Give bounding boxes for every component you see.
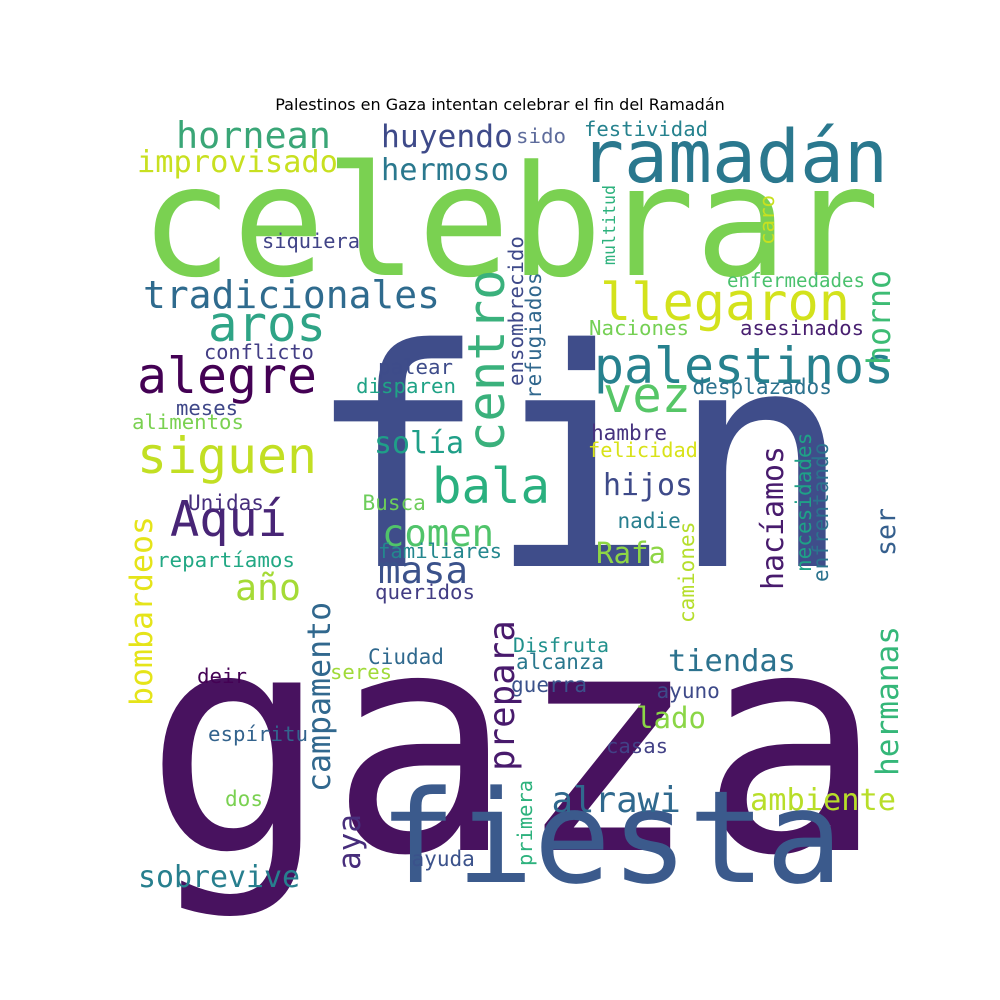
word-unidas: Unidas bbox=[188, 489, 264, 515]
word-espiritu: espíritu bbox=[208, 721, 308, 746]
word-solia: solía bbox=[374, 426, 464, 461]
word-ambiente: ambiente bbox=[750, 783, 896, 818]
word-ser: ser bbox=[870, 507, 902, 556]
word-casas: casas bbox=[606, 733, 668, 758]
word-enfrentando: enfrentando bbox=[807, 442, 833, 582]
word-improvisado: improvisado bbox=[137, 145, 338, 180]
word-asesinados: asesinados bbox=[740, 315, 864, 340]
word-ayuno: ayuno bbox=[656, 677, 720, 703]
word-multitud: multitud bbox=[599, 185, 619, 265]
word-hambre: hambre bbox=[591, 419, 668, 445]
word-alegre: alegre bbox=[137, 346, 317, 405]
word-guerra: guerra bbox=[511, 671, 588, 697]
word-rafa: Rafa bbox=[596, 535, 666, 570]
word-familiares: familiares bbox=[378, 538, 502, 563]
word-enfermedades: enfermedades bbox=[727, 268, 865, 292]
word-repartiamos: repartíamos bbox=[157, 547, 295, 572]
word-sido: sido bbox=[516, 123, 566, 148]
word-gaza: gaza bbox=[144, 565, 885, 923]
word-palear: palear bbox=[378, 354, 453, 379]
word-sobrevive: sobrevive bbox=[138, 860, 300, 895]
word-alrawi: alrawi bbox=[551, 780, 681, 821]
word-naciones: Naciones bbox=[589, 315, 689, 340]
word-horno: horno bbox=[862, 269, 898, 365]
word-bombardeos: bombardeos bbox=[124, 516, 160, 706]
word-caro: caro bbox=[754, 195, 779, 245]
word-ano: año bbox=[235, 565, 301, 609]
word-alcanza: alcanza bbox=[516, 649, 604, 674]
word-hornean: hornean bbox=[176, 113, 331, 157]
word-hijos: hijos bbox=[603, 468, 693, 503]
word-siguen: siguen bbox=[137, 427, 317, 485]
word-dos: dos bbox=[225, 785, 263, 811]
word-desplazados: desplazados bbox=[692, 373, 832, 399]
word-palestinos: palestinos bbox=[594, 336, 894, 395]
word-vez: vez bbox=[603, 367, 691, 424]
cloud-title: Palestinos en Gaza intentan celebrar el … bbox=[275, 95, 725, 114]
word-camiones: camiones bbox=[673, 521, 699, 623]
word-queridos: queridos bbox=[375, 579, 475, 604]
word-conflicto: conflicto bbox=[204, 340, 314, 364]
word-tiendas: tiendas bbox=[668, 644, 796, 679]
word-deir: deir bbox=[197, 663, 247, 688]
word-felicidad: felicidad bbox=[588, 438, 698, 462]
word-hermoso: hermoso bbox=[381, 153, 509, 188]
word-busca: Busca bbox=[362, 489, 426, 515]
word-nadie: nadie bbox=[617, 507, 681, 533]
word-refugiados: refugiados bbox=[520, 271, 546, 399]
word-meses: meses bbox=[176, 395, 238, 420]
word-aya: aya bbox=[331, 814, 368, 870]
word-disfruta: Disfruta bbox=[513, 634, 609, 657]
word-aqui: Aquí bbox=[170, 491, 287, 548]
word-fiesta: fiesta bbox=[379, 764, 843, 913]
word-haciamos: hacíamos bbox=[756, 446, 791, 590]
word-celebrar: celebrar bbox=[140, 132, 880, 312]
word-comen: comen bbox=[382, 510, 494, 555]
word-fin: fin bbox=[305, 285, 853, 638]
word-primera: primera bbox=[513, 780, 537, 866]
word-alimentos: alimentos bbox=[132, 409, 244, 434]
word-ramadan: ramadán bbox=[580, 115, 888, 200]
word-huyendo: huyendo bbox=[381, 118, 513, 155]
word-disparen: disparen bbox=[356, 373, 456, 398]
word-siquiera: siquiera bbox=[262, 229, 360, 253]
word-festividad: festividad bbox=[584, 116, 708, 141]
word-ciudad: Ciudad bbox=[368, 643, 444, 669]
word-masa: masa bbox=[378, 547, 469, 592]
word-ayuda: ayuda bbox=[411, 845, 475, 871]
word-llegaron: llegaron bbox=[600, 273, 851, 333]
word-campamento: campamento bbox=[302, 601, 338, 792]
word-hermanas: hermanas bbox=[869, 626, 906, 776]
word-aros: aros bbox=[208, 295, 327, 353]
word-bala: bala bbox=[432, 457, 551, 515]
word-seres: seres bbox=[330, 659, 392, 684]
word-tradicionales: tradicionales bbox=[143, 273, 440, 317]
word-lado: lado bbox=[636, 700, 706, 735]
